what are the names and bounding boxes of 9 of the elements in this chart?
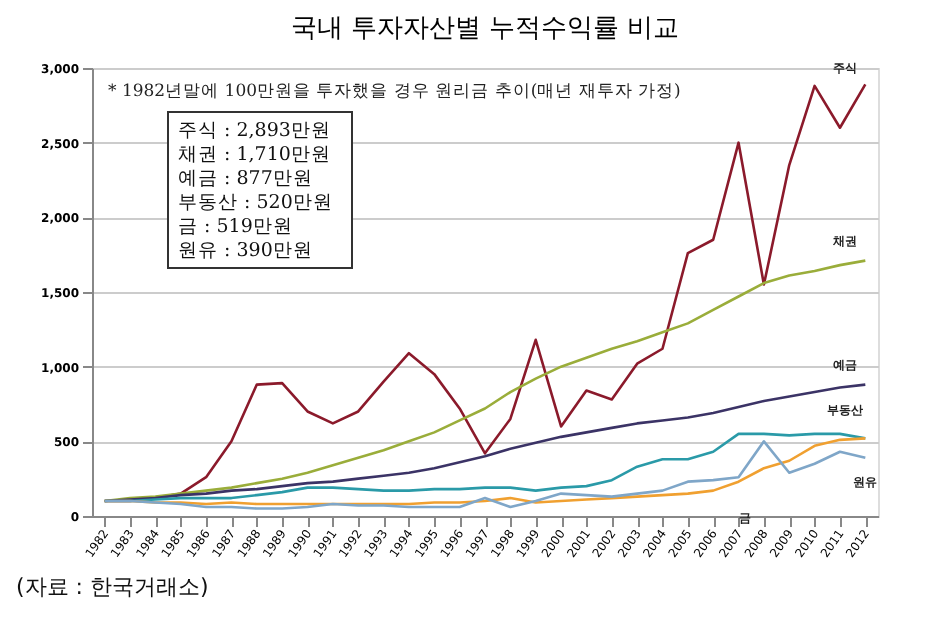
annotation: 원유 : 390만원 bbox=[178, 240, 313, 262]
chart-title: 국내 투자자산별 누적수익률 비교 bbox=[290, 14, 680, 44]
annotation: 부동산 : 520만원 bbox=[178, 192, 333, 214]
annotation: 주식 : 2,893만원 bbox=[178, 120, 331, 142]
text: (자료 : 한국거래소) bbox=[16, 574, 209, 600]
annotation: 금 : 519만원 bbox=[178, 216, 293, 238]
annotation: 예금 : 877만원 bbox=[178, 168, 313, 190]
annotation: * 1982년말에 100만원을 투자했을 경우 원리금 추이(매년 재투자 가정) bbox=[108, 82, 681, 102]
annotation: 채권 : 1,710만원 bbox=[178, 144, 331, 166]
